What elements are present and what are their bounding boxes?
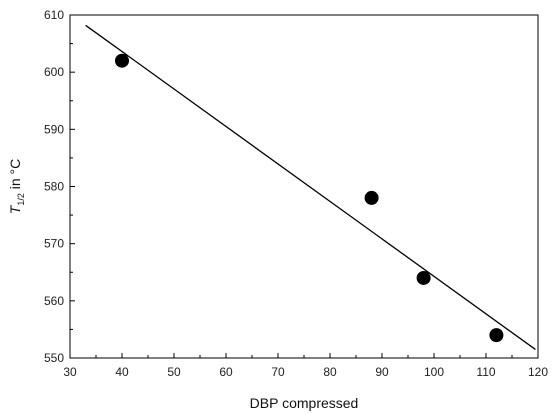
data-point <box>416 270 431 285</box>
x-axis-title: DBP compressed <box>250 395 359 411</box>
data-point <box>115 53 129 68</box>
y-tick-label: 590 <box>44 122 64 136</box>
series-layer <box>85 24 536 350</box>
y-tick-label: 570 <box>44 237 64 251</box>
y-axis-title: T1/2 in °C <box>7 159 26 214</box>
y-axis-subscript: 1/2 <box>16 193 26 206</box>
x-tick-label: 50 <box>167 365 181 379</box>
x-tick-label: 100 <box>424 365 444 379</box>
data-point <box>364 190 379 205</box>
x-tick-label: 60 <box>219 365 233 379</box>
plot-frame <box>69 14 539 359</box>
x-tick-label: 40 <box>115 365 129 379</box>
x-tick-label: 30 <box>63 365 77 379</box>
y-axis-symbol: T <box>7 204 23 214</box>
y-tick-label: 600 <box>44 65 64 79</box>
y-axis: 550 560 570 580 590 600 610 <box>44 8 75 365</box>
x-tick-label: 110 <box>476 365 495 379</box>
y-tick-label: 550 <box>44 351 64 365</box>
x-tick-label: 120 <box>528 365 548 379</box>
y-tick-label: 580 <box>44 180 64 194</box>
y-tick-label: 610 <box>44 8 64 22</box>
y-axis-suffix: in °C <box>7 159 23 193</box>
x-tick-label: 90 <box>375 365 389 379</box>
data-point <box>489 328 504 343</box>
fit-line <box>85 24 536 350</box>
x-axis: 30 40 50 60 70 80 90 100 110 120 <box>63 353 548 379</box>
y-tick-label: 560 <box>44 294 64 308</box>
x-tick-label: 80 <box>323 365 337 379</box>
plot-area: 30 40 50 60 70 80 90 100 110 120 550 560 570 580 590 6… <box>44 8 548 379</box>
x-tick-label: 70 <box>271 365 285 379</box>
